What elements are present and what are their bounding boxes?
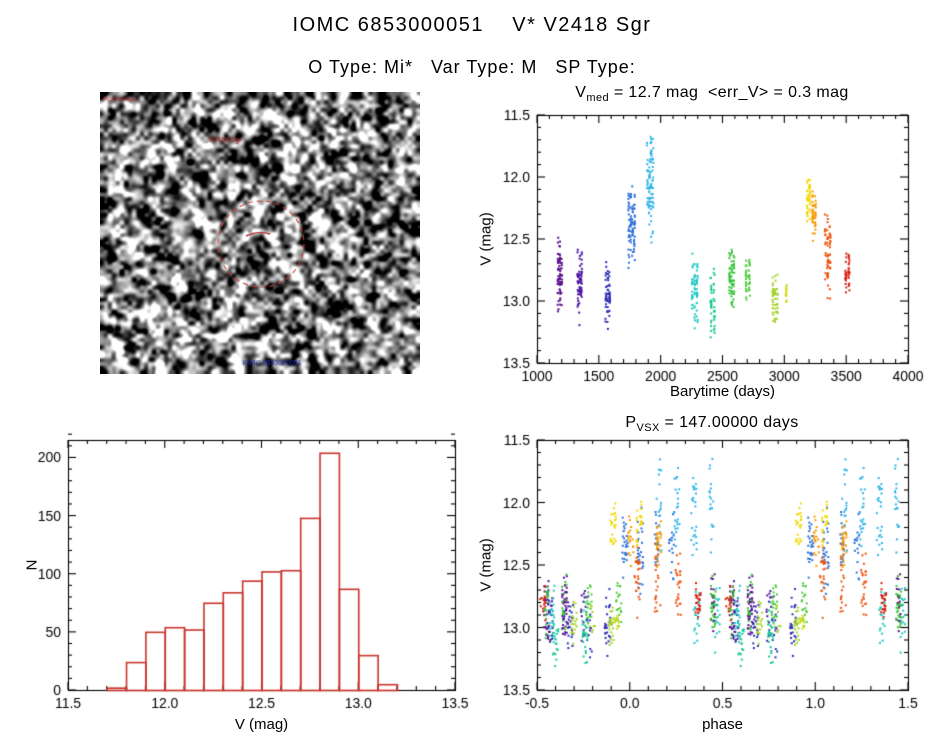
histogram-plot <box>20 432 470 722</box>
phase-plot-title: PVSX = 147.00000 days <box>492 414 932 434</box>
phase-x-axis-label: phase <box>702 716 743 733</box>
phase-plot <box>470 432 930 722</box>
lightcurve-title-prefix: V <box>575 84 587 101</box>
phase-title-subscript: VSX <box>636 422 660 435</box>
phase-title-prefix: P <box>625 414 637 431</box>
lightcurve-plot <box>470 96 930 388</box>
histogram-x-axis-label: V (mag) <box>234 716 289 733</box>
phase-title-rest: = 147.00000 days <box>659 414 799 431</box>
page-title: IOMC 6853000051 V* V2418 Sgr <box>292 14 652 36</box>
finder-chart-image <box>100 92 420 374</box>
phase-y-axis-label: V (mag) <box>477 538 495 592</box>
histogram-y-axis-label: N <box>23 559 41 571</box>
page-subtitle: O Type: Mi* Var Type: M SP Type: <box>308 57 636 77</box>
lightcurve-y-axis-label: V (mag) <box>477 212 495 266</box>
lightcurve-x-axis-label: Barytime (days) <box>669 383 776 400</box>
